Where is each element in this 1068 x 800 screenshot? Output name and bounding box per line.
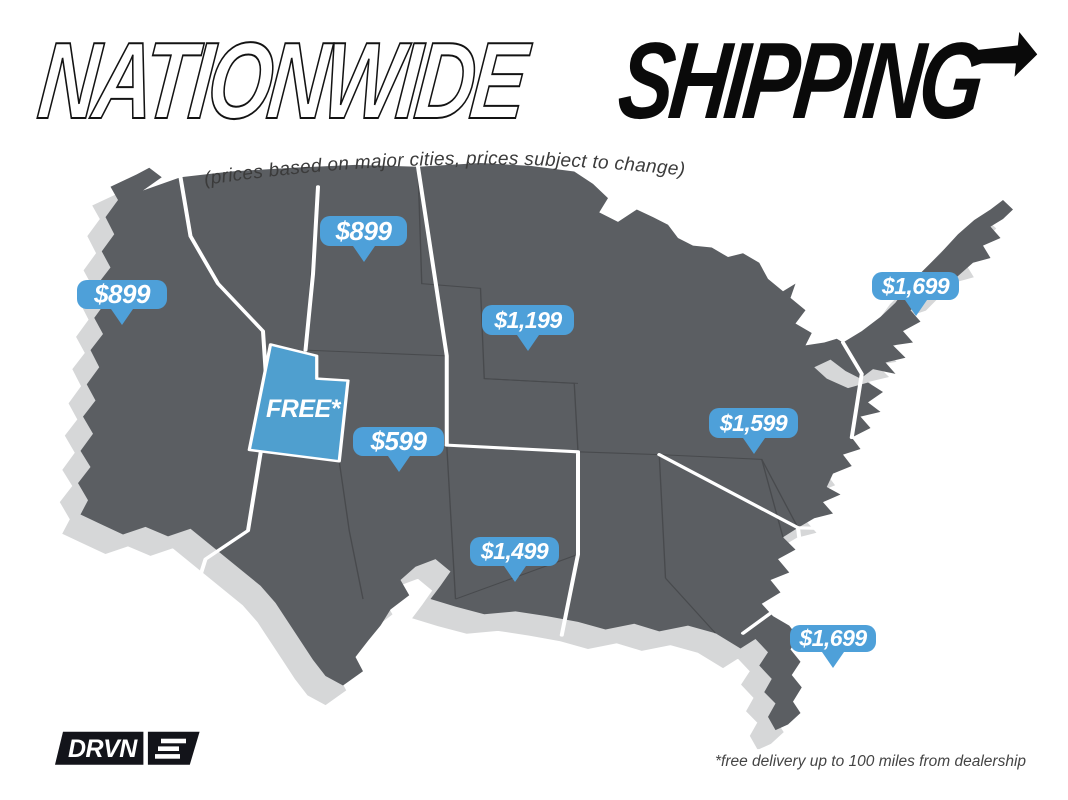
svg-text:DRVN: DRVN	[68, 735, 138, 763]
